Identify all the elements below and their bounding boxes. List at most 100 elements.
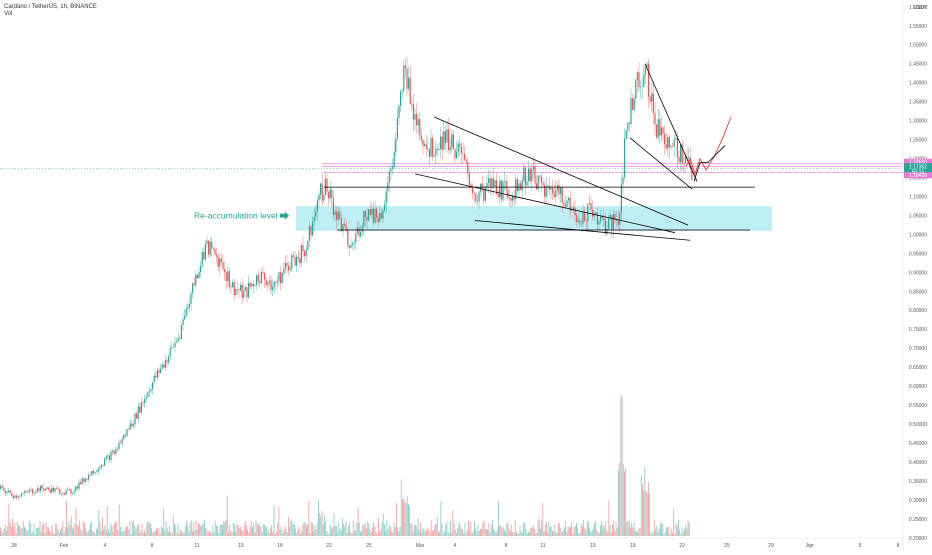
volume-bar: [144, 529, 145, 536]
volume-bar: [460, 528, 462, 536]
candle-body: [480, 183, 482, 192]
volume-bar: [52, 532, 54, 536]
volume-bar: [410, 522, 412, 536]
volume-bar: [286, 532, 288, 536]
y-tick-label: 0.70000: [909, 346, 927, 352]
volume-bar: [204, 519, 205, 536]
volume-bar: [619, 462, 621, 536]
candle-body: [108, 455, 110, 461]
volume-bar: [88, 529, 90, 536]
candle-body: [539, 175, 541, 177]
candle-body: [148, 391, 150, 393]
candle-body: [336, 211, 338, 220]
volume-bar: [195, 520, 197, 536]
candle-body: [540, 176, 542, 183]
volume-bar: [662, 524, 664, 536]
candle-body: [323, 194, 325, 201]
candle-body: [640, 86, 642, 88]
volume-bar: [8, 504, 10, 536]
y-tick-label: 1.10000: [909, 194, 927, 200]
volume-bar: [105, 530, 107, 536]
volume-bar: [420, 522, 421, 536]
candle-body: [198, 271, 200, 279]
candle-body: [254, 285, 256, 287]
candle-body: [280, 272, 282, 284]
candle-body: [500, 180, 502, 200]
candle-body: [654, 113, 656, 125]
volume-bar: [388, 524, 390, 536]
volume-bar: [573, 527, 575, 536]
candle-body: [321, 183, 323, 201]
volume-bar: [670, 528, 672, 536]
volume-bar: [310, 521, 312, 536]
candle-body: [292, 255, 294, 257]
volume-bar: [114, 523, 115, 536]
volume-bar: [512, 531, 514, 536]
volume-bar: [340, 530, 342, 536]
volume-bar: [164, 530, 166, 536]
volume-bar: [518, 533, 520, 536]
volume-bar: [2, 532, 4, 536]
candle-body: [100, 464, 102, 468]
candle-body: [564, 204, 566, 207]
candle-body: [424, 144, 426, 146]
candle-body: [139, 406, 141, 413]
volume-bar: [534, 529, 535, 536]
candle-body: [425, 144, 427, 149]
volume-bar: [156, 527, 157, 536]
candle-body: [238, 289, 240, 291]
volume-bar: [330, 524, 331, 536]
candle-body: [441, 136, 443, 150]
candle-body: [188, 304, 190, 307]
volume-bar: [586, 520, 588, 536]
y-tick-label: 1.00000: [909, 232, 927, 238]
volume-bar: [387, 529, 389, 536]
volume-bar: [54, 533, 55, 536]
candle-body: [427, 148, 429, 150]
volume-bar: [207, 531, 209, 536]
candle-body: [499, 180, 501, 198]
volume-bar: [630, 527, 631, 536]
volume-bar: [300, 533, 301, 536]
volume-bar: [682, 532, 684, 536]
volume-bar: [248, 533, 250, 536]
candle-body: [547, 186, 549, 187]
volume-bar: [9, 522, 11, 536]
candle-body: [128, 429, 130, 430]
y-tick-label: 0.95000: [909, 251, 927, 257]
y-tick-label: 0.20000: [909, 536, 927, 542]
candle-body: [296, 256, 298, 266]
volume-bar: [624, 471, 625, 536]
candle-body: [44, 489, 46, 491]
volume-bar: [675, 523, 677, 536]
volume-bar: [324, 515, 325, 536]
volume-bar: [684, 528, 685, 536]
candle-body: [155, 375, 157, 378]
candle-body: [105, 456, 107, 459]
candle-body: [256, 275, 258, 286]
volume-bar: [62, 521, 64, 536]
candle-body: [377, 217, 379, 222]
volume-bar: [628, 520, 630, 536]
volume-bar: [592, 528, 594, 536]
candle-body: [81, 478, 83, 485]
volume-bar: [546, 521, 547, 536]
volume-bar: [654, 520, 655, 536]
volume-bar: [319, 512, 321, 536]
candle-body: [193, 283, 195, 286]
candle-body: [8, 490, 10, 492]
volume-label: Vol: [4, 11, 13, 17]
candle-body: [32, 489, 34, 494]
candle-body: [49, 489, 51, 493]
volume-bar: [309, 533, 311, 536]
candle-body: [347, 229, 349, 246]
volume-bar: [477, 524, 479, 536]
volume-bar: [31, 533, 33, 536]
volume-bar: [685, 524, 687, 536]
volume-bar: [198, 523, 199, 536]
volume-bar: [408, 504, 409, 536]
volume-bar: [687, 520, 689, 536]
volume-bar: [219, 524, 221, 536]
candle-body: [473, 193, 475, 195]
